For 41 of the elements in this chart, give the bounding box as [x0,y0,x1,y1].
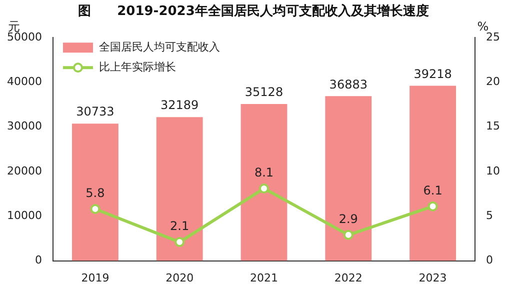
data-label: 30733 [76,104,114,119]
data-label: 5.8 [86,186,105,200]
data-label: 2.1 [170,219,190,234]
point [428,201,438,212]
y-tick-label: 10000 [6,209,42,222]
data-label: 35128 [244,85,284,100]
x-tick-label: 2023 [418,271,447,284]
bar [156,117,203,261]
y-tick-label: 20000 [6,164,42,178]
data-label: 39218 [414,66,452,81]
data-label: 32189 [160,98,199,112]
x-tick-label: 2019 [81,271,110,284]
bar [240,104,288,261]
point [343,230,354,240]
y-tick-label: 30000 [6,120,42,133]
y-tick-label: 40000 [6,75,42,88]
x-tick-label: 2021 [250,271,278,284]
x-tick-label: 2022 [334,271,362,284]
point [174,237,185,248]
y-tick-label: 0 [34,254,42,267]
y-axis-title: 元 [8,20,20,34]
y2-tick-label: 10 [486,164,500,178]
y2-tick-label: 15 [486,120,500,133]
bar [410,86,456,261]
bar [325,96,372,261]
y2-tick-label: 0 [486,254,494,267]
legend-label: 比上年实际增长 [98,60,176,74]
y2-tick-label: 25 [486,30,500,44]
y2-tick-label: 20 [486,75,500,88]
y2-tick-label: 5 [486,209,494,222]
legend-label: 全国居民人均可支配收入 [98,40,220,54]
point [90,204,100,214]
chart-title: 图 2019-2023年全国居民人均可支配收入及其增长速度 [78,3,429,20]
data-label: 36883 [329,77,368,92]
y2-axis-title: % [477,20,489,34]
data-label: 2.9 [338,212,358,226]
bar [72,124,118,261]
point [259,183,269,194]
data-label: 6.1 [423,183,442,198]
x-tick-label: 2020 [166,271,194,284]
data-label: 8.1 [254,166,274,180]
